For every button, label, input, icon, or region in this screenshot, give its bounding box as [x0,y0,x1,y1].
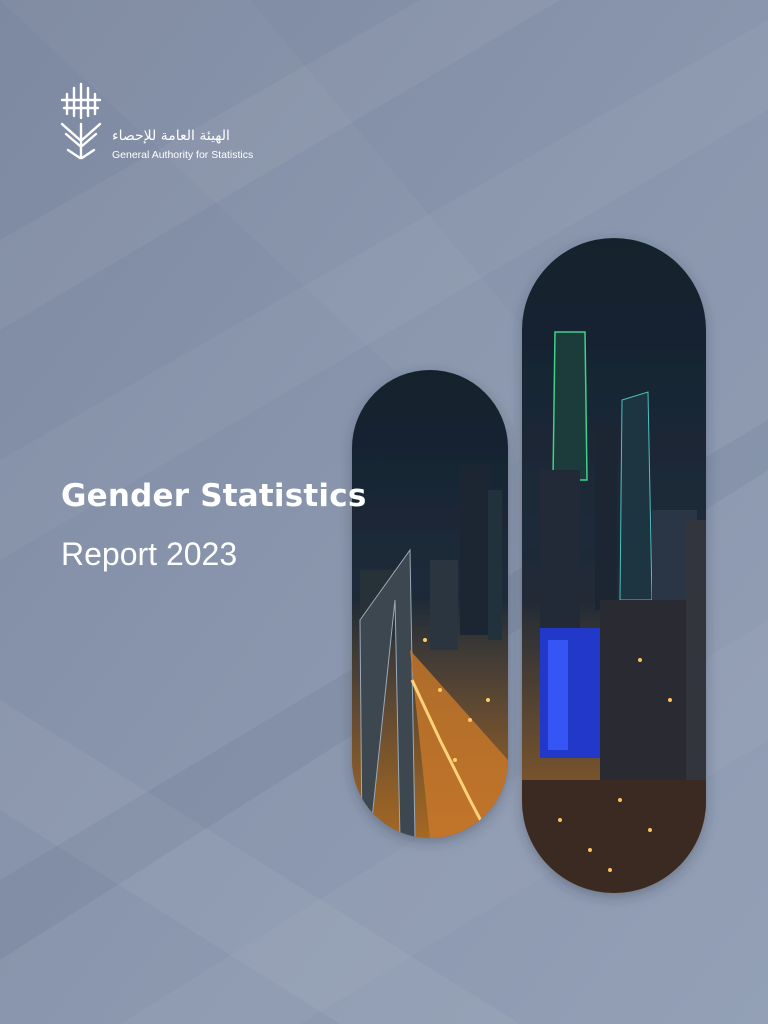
logo [60,82,102,160]
org-name-arabic: الهيئة العامة للإحصاء [112,128,230,144]
org-name-english: General Authority for Statistics [112,149,254,161]
report-title: Gender Statistics [61,478,367,514]
photo-left [352,370,508,838]
report-subtitle: Report 2023 [61,536,238,572]
photo-right [522,238,706,893]
